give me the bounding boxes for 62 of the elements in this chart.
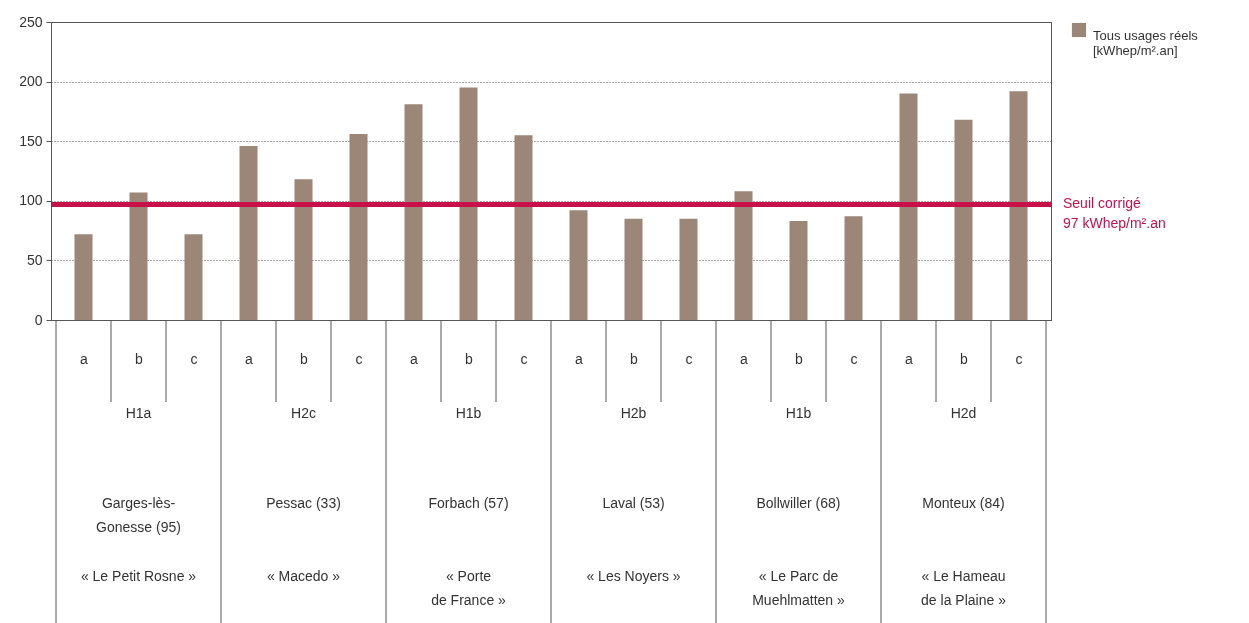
- text: Bollwiller (68): [756, 495, 841, 511]
- text: Garges-lès- Gonesse (95): [96, 495, 181, 535]
- x-tick-label: c: [190, 350, 198, 367]
- bar: [899, 93, 918, 320]
- bar: [404, 104, 423, 320]
- x-tick-label: a: [80, 350, 89, 367]
- text: H2d: [950, 405, 977, 421]
- x-tick-label: a: [245, 350, 254, 367]
- text: « Porte de France »: [431, 568, 507, 608]
- text: « Le Petit Rosne »: [80, 568, 197, 584]
- bar: [569, 210, 588, 320]
- y-tick-label: 250: [19, 13, 43, 30]
- bar: [844, 216, 863, 320]
- bar: [954, 119, 973, 320]
- text: H2c: [291, 405, 316, 421]
- legend-label: Tous usages réels [kWhep/m².an]: [1093, 28, 1199, 58]
- text: Pessac (33): [266, 495, 341, 511]
- bar: [679, 218, 698, 320]
- bar: [789, 221, 808, 320]
- text: Laval (53): [602, 495, 665, 511]
- bar: [514, 135, 533, 320]
- x-tick-label: b: [135, 350, 144, 367]
- x-tick-label: c: [850, 350, 858, 367]
- x-tick-label: c: [685, 350, 693, 367]
- text: « Le Hameau de la Plaine »: [921, 568, 1007, 608]
- x-tick-label: c: [355, 350, 363, 367]
- x-tick-label: b: [630, 350, 639, 367]
- x-tick-label: b: [300, 350, 309, 367]
- y-tick-label: 200: [19, 73, 43, 90]
- ref-line-label: Seuil corrigé 97 kWhep/m².an: [1063, 195, 1166, 232]
- x-tick-label: a: [740, 350, 749, 367]
- x-tick-label: a: [410, 350, 419, 367]
- bar: [294, 179, 313, 320]
- bar: [129, 192, 148, 320]
- text: « Les Noyers »: [586, 568, 681, 584]
- text: « Le Parc de Muehlmatten »: [752, 568, 846, 608]
- y-tick-label: 0: [34, 311, 43, 328]
- text: Forbach (57): [428, 495, 509, 511]
- x-tick-label: a: [575, 350, 584, 367]
- x-tick-label: b: [465, 350, 474, 367]
- text: H2b: [620, 405, 647, 421]
- x-tick-label: c: [520, 350, 528, 367]
- x-tick-label: b: [795, 350, 804, 367]
- bar: [349, 134, 368, 320]
- x-tick-label: b: [960, 350, 969, 367]
- text: H1a: [125, 405, 152, 421]
- y-tick-label: 150: [19, 132, 43, 149]
- bar: [184, 234, 203, 320]
- bar: [734, 191, 753, 320]
- bar: [239, 145, 258, 320]
- text: Monteux (84): [922, 495, 1005, 511]
- bar: [74, 234, 93, 320]
- text: « Macedo »: [266, 568, 341, 584]
- x-tick-label: a: [905, 350, 914, 367]
- x-tick-label: c: [1015, 350, 1023, 367]
- bar: [459, 87, 478, 320]
- text: H1b: [785, 405, 812, 421]
- text: H1b: [455, 405, 482, 421]
- y-tick-label: 50: [26, 251, 43, 268]
- y-tick-label: 100: [19, 192, 43, 209]
- bar: [1009, 91, 1028, 320]
- bar: [624, 218, 643, 320]
